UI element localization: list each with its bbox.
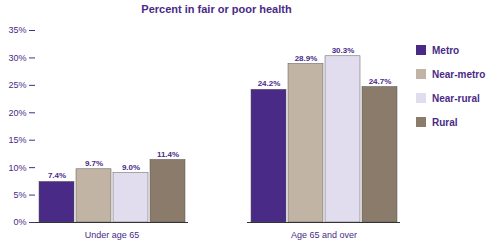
- svg-text:0%: 0%: [13, 217, 26, 227]
- svg-text:Age 65 and over: Age 65 and over: [291, 230, 357, 240]
- svg-text:9.7%: 9.7%: [85, 159, 103, 168]
- html-text:Near-rural: Near-rural: [432, 92, 480, 104]
- html-text:Percent in fair or poor health: Percent in fair or poor health: [141, 3, 292, 15]
- svg-text:20%: 20%: [8, 108, 26, 118]
- html-text:Rural: Rural: [432, 116, 458, 128]
- svg-text:24.2%: 24.2%: [258, 79, 281, 88]
- svg-text:10%: 10%: [8, 163, 26, 173]
- svg-text:15%: 15%: [8, 135, 26, 145]
- html-text:Near-metro: Near-metro: [432, 68, 486, 80]
- svg-text:24.7%: 24.7%: [369, 77, 392, 86]
- svg-text:9.0%: 9.0%: [122, 163, 140, 172]
- svg-text:30.3%: 30.3%: [332, 46, 355, 55]
- svg-text:7.4%: 7.4%: [48, 171, 66, 180]
- svg-text:28.9%: 28.9%: [295, 54, 318, 63]
- svg-text:35%: 35%: [8, 25, 26, 35]
- svg-text:Under age 65: Under age 65: [85, 230, 140, 240]
- svg-text:30%: 30%: [8, 53, 26, 63]
- svg-text:5%: 5%: [13, 190, 26, 200]
- html-text:Metro: Metro: [432, 44, 460, 56]
- svg-text:11.4%: 11.4%: [157, 150, 179, 159]
- svg-text:25%: 25%: [8, 80, 26, 90]
